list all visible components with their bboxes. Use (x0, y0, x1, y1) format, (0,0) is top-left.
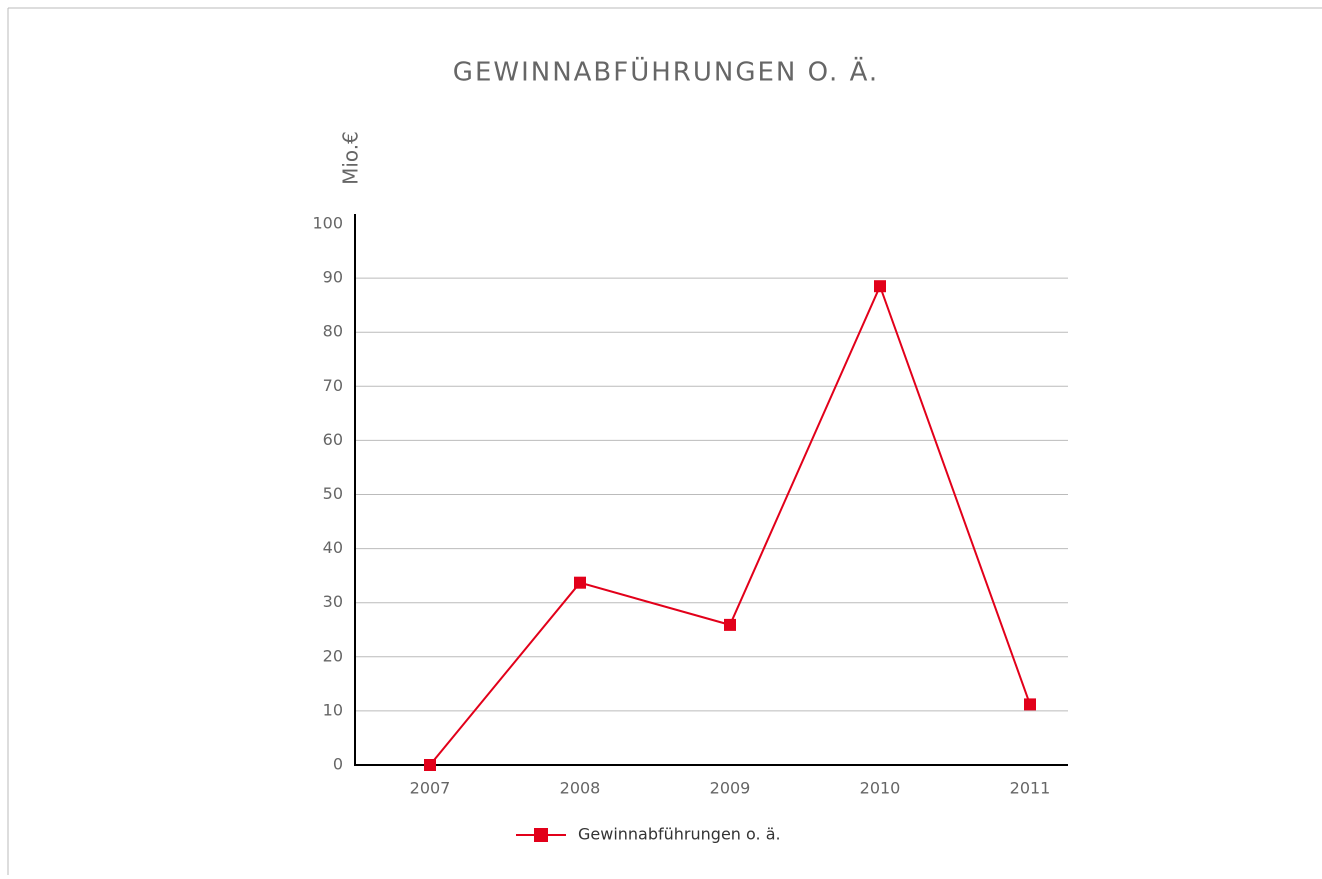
y-tick-label: 30 (323, 592, 343, 611)
y-tick-label: 80 (323, 322, 343, 341)
x-tick-label: 2011 (1010, 779, 1051, 798)
legend-marker (534, 828, 548, 842)
y-tick-label: 40 (323, 538, 343, 557)
y-tick-label: 20 (323, 646, 343, 665)
x-tick-label: 2007 (410, 779, 451, 798)
y-tick-label: 50 (323, 484, 343, 503)
y-tick-label: 70 (323, 376, 343, 395)
y-tick-label: 60 (323, 430, 343, 449)
y-tick-label: 10 (323, 700, 343, 719)
y-tick-label: 100 (312, 214, 343, 233)
x-tick-label: 2010 (860, 779, 901, 798)
chart-title: GEWINNABFÜHRUNGEN O. Ä. (453, 56, 879, 88)
x-tick-label: 2009 (710, 779, 751, 798)
line (429, 283, 1031, 766)
legend-label: Gewinnabführungen o. ä. (578, 825, 781, 844)
y-tick-label: 90 (323, 268, 343, 287)
point (1024, 698, 1036, 711)
point (574, 576, 586, 589)
point (724, 618, 736, 631)
point (424, 759, 436, 771)
x-tick-label: 2008 (560, 779, 601, 798)
point (874, 280, 886, 293)
y-tick-label: 0 (333, 755, 343, 774)
y-axis-label: Mio.€ (339, 131, 363, 185)
